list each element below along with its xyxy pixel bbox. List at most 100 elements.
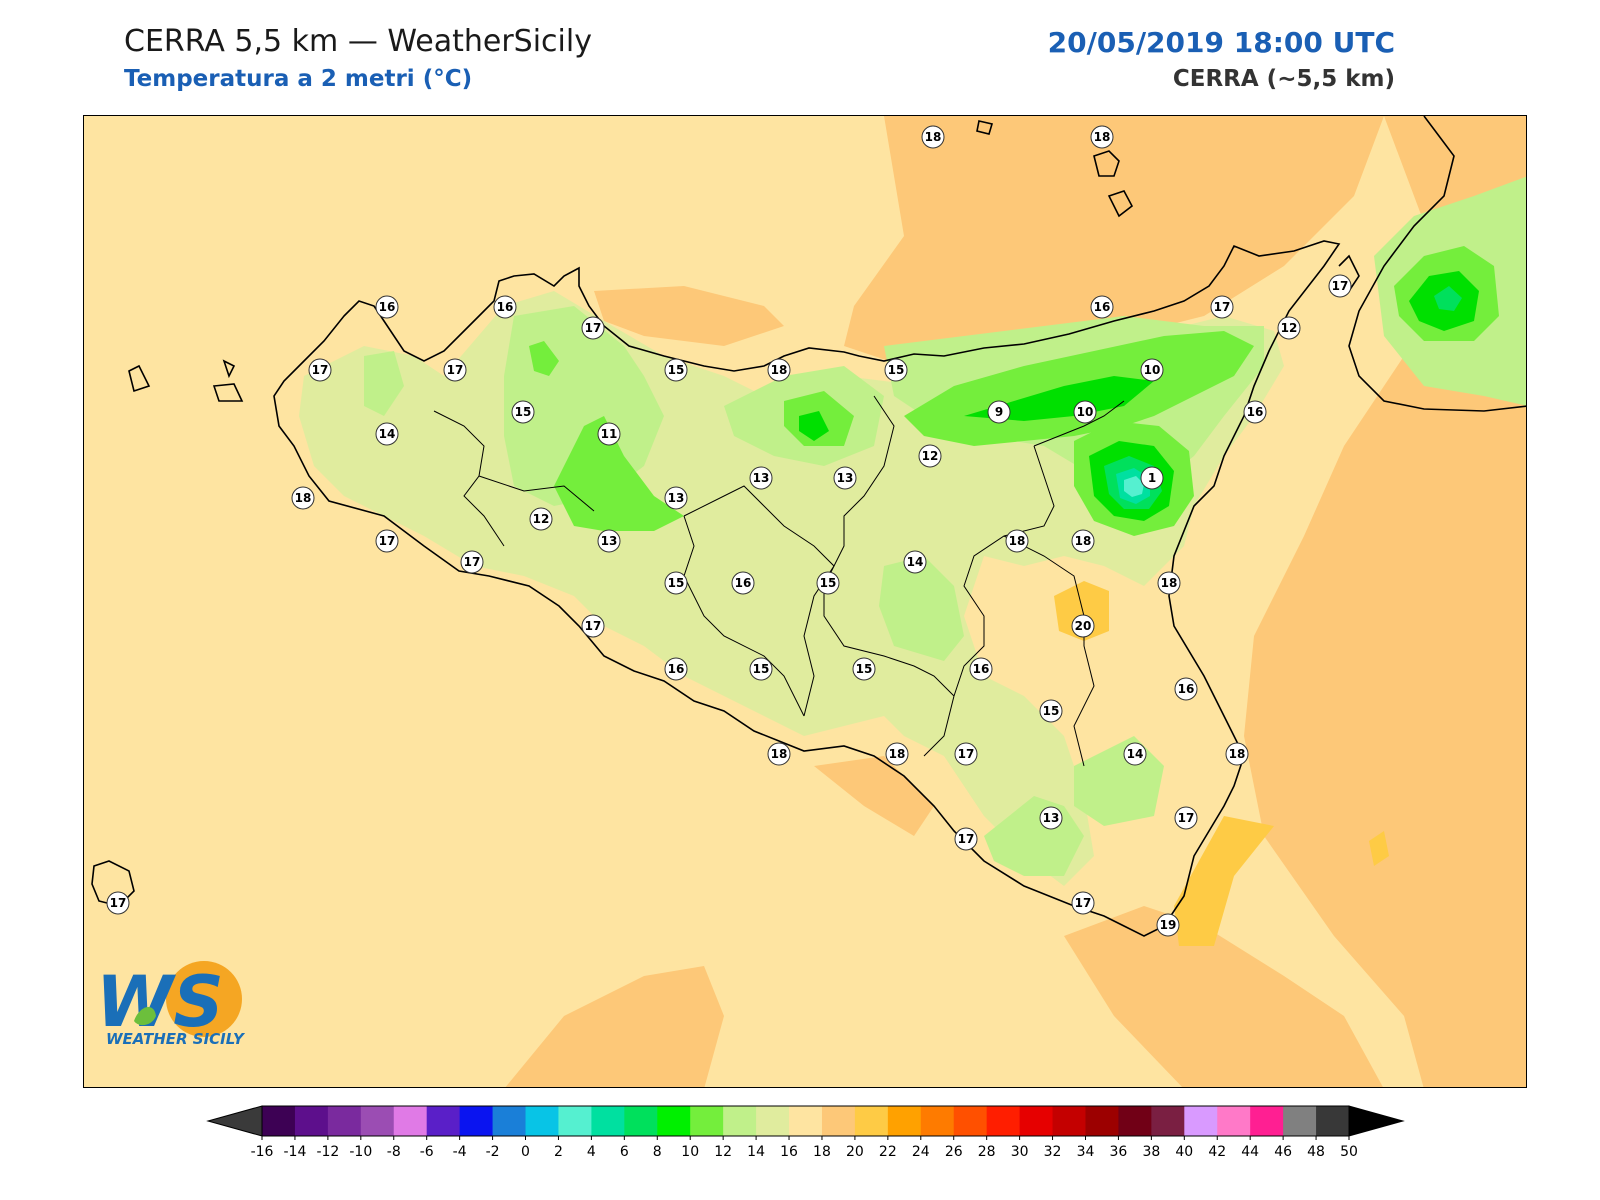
colorbar-swatch [789,1106,823,1136]
station-circle [308,358,332,382]
colorbar-swatch [459,1106,494,1136]
station-marker: 18 [1090,125,1114,149]
station-circle [1071,614,1095,638]
station-circle [969,657,993,681]
station-value: 16 [1178,682,1195,696]
station-marker: 18 [1005,529,1029,553]
warm-sea-south-central [814,756,934,836]
station-circle [597,529,621,553]
warm-sea-tyrrhenian [594,286,784,346]
station-value: 16 [973,662,990,676]
station-marker: 17 [1328,274,1352,298]
station-marker: 14 [903,550,927,574]
station-circle [1210,295,1234,319]
station-value: 18 [1229,747,1246,761]
station-marker: 9 [987,400,1011,424]
colorbar-tick-label: 10 [681,1144,699,1160]
station-marker: 17 [954,827,978,851]
calabria-coast [1348,116,1526,412]
station-marker: 18 [767,742,791,766]
hot-area-ionian [1369,831,1389,866]
station-value: 18 [889,747,906,761]
colorbar-tick-label: 40 [1175,1144,1193,1160]
colorbar-swatch [1019,1106,1054,1136]
colorbar-under-arrow [206,1105,263,1137]
station-value: 12 [533,512,550,526]
logo-letters: WS [96,961,224,1043]
station-marker: 14 [1123,742,1147,766]
station-circle [1071,891,1095,915]
station-circle [1156,913,1180,937]
station-marker: 10 [1140,358,1164,382]
station-circle [1140,358,1164,382]
station-value: 16 [735,576,752,590]
station-circle [852,657,876,681]
colorbar-swatch [624,1106,658,1136]
province-border-4 [683,515,805,717]
station-marker: 20 [1071,614,1095,638]
etna-ring-5 [1124,476,1144,497]
station-marker: 17 [1210,295,1234,319]
station-marker: 18 [1225,742,1249,766]
colorbar-tick-label: 16 [780,1144,798,1160]
station-marker: 17 [1174,806,1198,830]
station-value: 15 [1043,704,1060,718]
colorbar-swatch [426,1106,461,1136]
station-value: 18 [771,363,788,377]
station-value: 12 [1281,321,1298,335]
map-title: CERRA 5,5 km — WeatherSicily [124,24,592,59]
province-border-6 [953,445,1055,697]
station-circle [664,571,688,595]
warm-sea-south [505,966,724,1087]
colorbar-tick-label: -12 [316,1144,339,1160]
station-value: 13 [668,491,685,505]
forecast-datetime: 20/05/2019 18:00 UTC [1047,26,1395,59]
station-circle [1140,466,1164,490]
very-cold-madonie [799,411,829,441]
lipari-islands [1093,150,1134,218]
station-circle [1225,742,1249,766]
cold-area-monreale [529,341,559,376]
station-value: 17 [958,832,975,846]
station-marker: 17 [1071,891,1095,915]
station-marker: 19 [1156,913,1180,937]
station-marker: 15 [664,571,688,595]
colorbar-swatch [360,1106,395,1136]
station-value: 14 [907,555,924,569]
colorbar-swatch [1151,1106,1185,1136]
colorbar-swatch [1118,1106,1152,1136]
colorbar-scale: -16 -14 -12 -10 -8 -6 -4 -2 0 2 4 6 8 10 12 14 16 18 20 22 2… [206,1105,1405,1160]
station-circle [954,742,978,766]
colorbar-tick-label: 38 [1142,1144,1160,1160]
station-circle [460,550,484,574]
colorbar-tick-label: 36 [1110,1144,1128,1160]
station-marker: 15 [749,657,773,681]
station-value: 18 [925,130,942,144]
colorbar-tick-label: 12 [714,1144,732,1160]
station-marker: 15 [816,571,840,595]
colorbar-tick-label: 14 [747,1144,765,1160]
station-marker: 16 [969,657,993,681]
station-circle [884,358,908,382]
station-circle [597,422,621,446]
colorbar-swatch [1184,1106,1218,1136]
colorbar-swatch [1283,1106,1317,1136]
ustica-island [976,120,994,135]
station-value: 15 [515,405,532,419]
station-marker: 17 [375,529,399,553]
station-marker: 13 [597,529,621,553]
station-circle [833,466,857,490]
station-marker: 17 [443,358,467,382]
station-value: 9 [995,405,1003,419]
station-circle [291,486,315,510]
colorbar-frame [261,1105,1350,1137]
station-value: 17 [447,363,464,377]
station-circle [749,657,773,681]
station-value: 13 [601,534,618,548]
station-circle [1174,806,1198,830]
colorbar-swatch [920,1106,955,1136]
temperature-map: 18 18 16 16 17 17 17 15 18 15 16 17 17 12 10 14 11 9 10 16 1… [83,115,1527,1088]
station-value: 19 [1160,918,1177,932]
station-marker: 16 [731,571,755,595]
